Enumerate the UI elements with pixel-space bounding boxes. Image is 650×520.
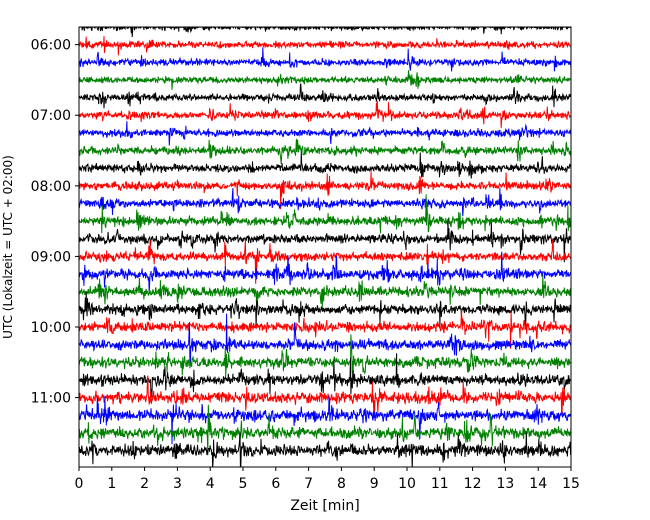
x-tick-label: 13 (496, 476, 514, 492)
x-tick-label: 15 (562, 476, 580, 492)
x-tick-label: 12 (464, 476, 482, 492)
seismogram-trace (79, 308, 571, 349)
seismogram-trace (79, 36, 571, 56)
x-tick-label: 10 (398, 476, 416, 492)
x-tick-label: 14 (529, 476, 547, 492)
x-tick-label: 8 (337, 476, 346, 492)
seismogram-trace (79, 100, 571, 128)
seismogram-trace (79, 251, 571, 295)
x-tick-label: 6 (271, 476, 280, 492)
x-tick-label: 2 (140, 476, 149, 492)
seismogram-trace (79, 334, 571, 377)
y-axis-ticks: 06:00 07:00 08:00 09:00 10:00 11:00 (31, 38, 79, 407)
y-tick-label: 08:00 (31, 179, 71, 195)
plot-frame (78, 26, 572, 468)
y-tick-label: 07:00 (31, 108, 71, 124)
seismogram-trace (79, 121, 571, 146)
seismogram-trace (79, 171, 571, 210)
seismogram-trace (79, 375, 571, 417)
seismogram-trace (79, 432, 571, 467)
x-tick-label: 0 (75, 476, 84, 492)
seismogram-trace (79, 274, 571, 310)
seismogram-traces (79, 27, 571, 467)
seismogram-trace (79, 151, 571, 179)
y-axis-label: UTC (Lokalzeit = UTC + 02:00) (1, 155, 15, 339)
x-tick-label: 5 (239, 476, 248, 492)
seismogram-trace (79, 83, 571, 109)
seismogram-trace (79, 187, 571, 217)
seismogram-trace (79, 404, 571, 456)
x-tick-label: 1 (107, 476, 116, 492)
x-axis-ticks: 0 1 2 3 4 5 6 7 8 9 10 11 12 13 14 15 (75, 467, 580, 492)
x-axis-label: Zeit [min] (290, 498, 359, 514)
seismogram-trace (79, 313, 571, 366)
x-tick-label: 9 (370, 476, 379, 492)
y-tick-label: 11:00 (31, 391, 71, 407)
seismogram-trace (79, 218, 571, 263)
seismogram-trace (79, 291, 571, 330)
x-tick-label: 4 (206, 476, 215, 492)
seismogram-trace (79, 27, 571, 38)
y-tick-label: 10:00 (31, 320, 71, 336)
seismogram-trace (79, 47, 571, 72)
x-tick-label: 7 (304, 476, 313, 492)
seismogram-trace (79, 138, 571, 165)
seismogram-trace (79, 194, 571, 234)
y-tick-label: 09:00 (31, 249, 71, 265)
seismogram-trace (79, 70, 571, 90)
seismogram-trace (79, 395, 571, 445)
y-tick-label: 06:00 (31, 38, 71, 54)
seismogram-trace (79, 238, 571, 284)
x-tick-label: 3 (173, 476, 182, 492)
seismogram-trace (79, 353, 571, 400)
x-tick-label: 11 (431, 476, 449, 492)
